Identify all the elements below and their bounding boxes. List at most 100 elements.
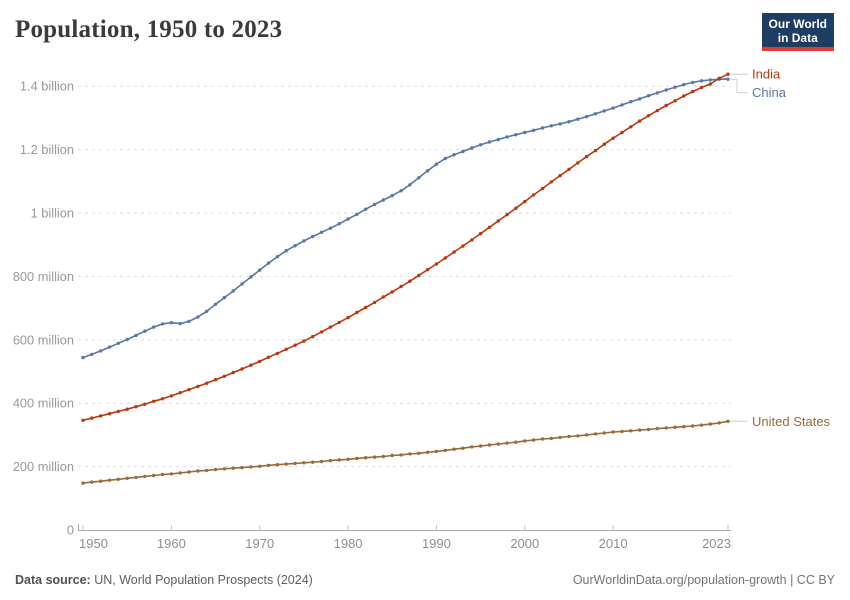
series-label-india[interactable]: India [752,67,781,82]
series-point-china [417,176,421,180]
series-point-india [602,142,606,146]
series-point-india [90,416,94,420]
series-point-india [514,206,518,210]
owid-logo[interactable]: Our World in Data [761,13,834,51]
series-point-india [567,167,571,171]
series-point-india [205,381,209,385]
series-point-china [726,77,730,81]
series-point-india [187,387,191,392]
x-axis-tick-label: 1990 [422,536,451,551]
series-point-china [664,88,668,92]
series-point-india [682,94,686,98]
series-point-india [99,414,103,418]
series-point-china [478,143,483,147]
series-point-india [143,402,147,406]
series-point-united-states [417,451,421,455]
series-point-united-states [355,456,359,461]
page-title: Population, 1950 to 2023 [15,16,283,43]
series-point-india [213,378,218,382]
series-point-china [134,333,138,338]
series-point-india [505,212,509,217]
series-point-china [152,325,156,329]
series-point-china [205,309,209,313]
series-point-india [231,370,235,375]
series-point-china [514,133,518,137]
series-point-united-states [90,480,94,484]
series-point-india [629,125,633,129]
series-point-united-states [593,432,598,436]
owid-logo-line2: in Data [777,31,818,45]
series-point-united-states [222,467,227,471]
series-label-united-states[interactable]: United States [752,414,831,429]
series-point-china [337,222,341,226]
series-point-united-states [311,460,315,464]
series-point-india [319,330,324,334]
series-point-china [372,202,377,207]
x-axis-tick-label: 2023 [702,536,731,551]
y-axis-tick-label: 800 million [13,269,74,284]
series-point-china [531,128,536,132]
footer: Data source: UN, World Population Prospe… [15,573,835,587]
series-point-united-states [567,434,571,439]
series-point-united-states [346,457,350,461]
series-point-china [222,295,227,300]
series-point-india [275,351,280,356]
series-point-india [425,268,430,272]
series-point-india [655,108,659,113]
series-line-china[interactable] [82,78,728,359]
series-point-china [620,103,624,107]
y-axis-tick-label: 0 [67,523,74,538]
series-point-china [240,282,244,286]
series-point-united-states [540,437,545,441]
series-point-china [143,329,147,333]
series-point-india [302,339,306,343]
series-point-india [549,180,553,184]
y-axis-tick-label: 200 million [13,459,74,474]
series-point-india [399,284,403,289]
series-point-china [699,79,704,83]
series-point-united-states [169,472,174,476]
footer-license-link[interactable]: OurWorldinData.org/population-growth | C… [572,573,835,587]
series-point-united-states [637,428,642,432]
series-point-united-states [258,464,262,468]
series-point-china [169,321,174,325]
series-point-india [178,391,182,395]
series-point-united-states [143,474,147,479]
series-point-india [408,279,412,283]
series-point-india [134,405,138,409]
series-point-india [258,359,262,364]
series-point-united-states [584,433,589,437]
series-point-united-states [302,461,306,465]
series-point-india [726,72,730,76]
series-point-united-states [452,447,456,451]
series-point-united-states [231,466,235,470]
series-point-india [708,82,712,86]
series-point-india [372,300,377,305]
series-point-india [443,256,447,260]
series-point-united-states [443,448,447,453]
series-point-china [258,268,262,272]
series-point-united-states [160,472,165,477]
series-point-united-states [576,434,580,438]
series-point-united-states [496,442,500,446]
series-point-china [231,289,235,293]
series-point-united-states [337,458,341,462]
series-point-china [408,183,412,187]
series-point-china [602,109,606,113]
series-point-india [337,320,341,325]
series-point-india [328,325,333,329]
series-point-united-states [213,467,218,472]
series-point-china [425,169,430,173]
series-point-united-states [699,423,704,427]
series-point-india [620,130,624,135]
x-axis-tick-label: 2010 [599,536,628,551]
series-point-united-states [249,465,253,469]
series-point-china [178,321,182,326]
series-point-china [452,153,456,157]
series-point-china [284,249,288,253]
series-label-china[interactable]: China [752,85,787,100]
series-point-united-states [319,459,324,464]
series-point-india [611,136,615,140]
series-point-china [593,112,598,116]
